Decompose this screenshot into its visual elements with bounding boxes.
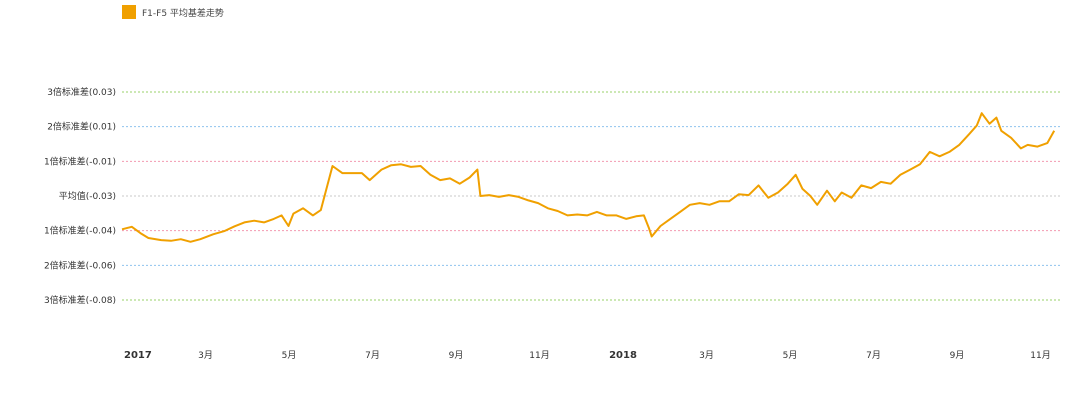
y-tick-label: 3倍标准差(0.03)	[47, 86, 116, 98]
x-axis-labels: 2017 3月 5月 7月 9月 11月 2018 3月 5月 7月 9月 11月	[124, 350, 1051, 361]
x-tick-label: 3月	[699, 350, 714, 361]
x-tick-label: 7月	[365, 350, 380, 361]
series-layer	[121, 112, 1056, 243]
legend-label: F1-F5 平均基差走势	[142, 7, 224, 19]
reference-lines	[122, 91, 1062, 301]
y-tick-label: 平均值(-0.03)	[59, 190, 116, 202]
y-axis-labels: 3倍标准差(0.03) 2倍标准差(0.01) 1倍标准差(-0.01) 平均值(-0…	[44, 86, 116, 306]
x-tick-label: 7月	[866, 350, 881, 361]
y-tick-label: 2倍标准差(0.01)	[47, 121, 116, 133]
y-tick-label: 3倍标准差(-0.08)	[44, 294, 116, 306]
legend-swatch	[122, 5, 136, 19]
y-tick-label: 1倍标准差(-0.04)	[44, 225, 116, 237]
x-tick-label: 5月	[783, 350, 798, 361]
x-tick-label: 3月	[198, 350, 213, 361]
x-tick-label: 9月	[950, 350, 965, 361]
legend[interactable]: F1-F5 平均基差走势	[122, 5, 224, 19]
y-tick-label: 2倍标准差(-0.06)	[44, 259, 116, 271]
y-tick-label: 1倍标准差(-0.01)	[44, 155, 116, 167]
series-line[interactable]	[121, 112, 1056, 243]
x-tick-label: 11月	[1030, 350, 1050, 361]
x-tick-label: 11月	[529, 350, 549, 361]
x-tick-label: 2018	[609, 350, 637, 361]
x-tick-label: 9月	[449, 350, 464, 361]
x-tick-label: 5月	[282, 350, 297, 361]
x-tick-label: 2017	[124, 350, 152, 361]
